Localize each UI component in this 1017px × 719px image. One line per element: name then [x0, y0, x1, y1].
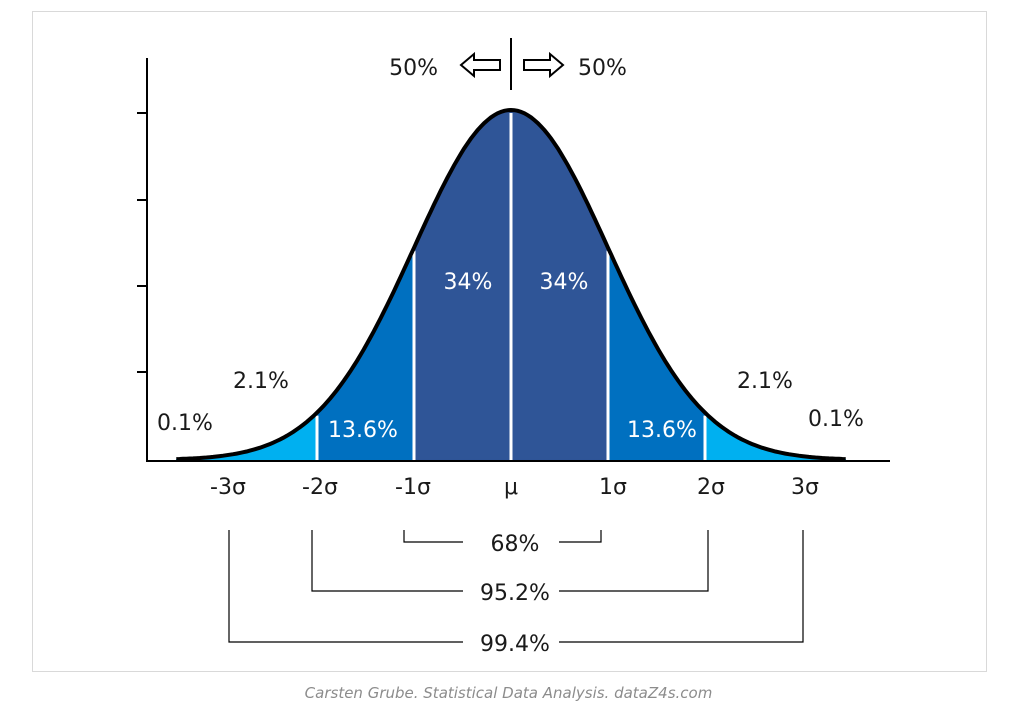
x-tick-label--2: -2σ: [302, 475, 338, 500]
range-label-0: 68%: [491, 532, 540, 557]
region-labels: 0.1% 2.1% 13.6% 34% 34% 13.6% 2.1% 0.1%: [157, 270, 864, 443]
region-label-1: 2.1%: [233, 369, 289, 394]
region-label-2: 13.6%: [328, 418, 398, 443]
left-arrow-icon: [459, 51, 501, 79]
region-label-0: 0.1%: [157, 411, 213, 436]
range-bracket-0: 68%: [403, 530, 602, 557]
right-half-label: 50%: [578, 56, 627, 81]
range-bracket-left-1: [311, 530, 463, 592]
range-bracket-1: 95.2%: [311, 530, 709, 606]
x-tick-labels: -3σ -2σ -1σ μ 1σ 2σ 3σ: [210, 475, 819, 500]
range-bracket-left-2: [228, 530, 463, 643]
range-bracket-right-2: [559, 530, 804, 643]
range-bracket-right-1: [559, 530, 709, 592]
region-label-4: 34%: [540, 270, 589, 295]
region-label-5: 13.6%: [627, 418, 697, 443]
dividers-layer: [315, 113, 707, 460]
y-ticks: [137, 112, 147, 373]
source-caption: Carsten Grube. Statistical Data Analysis…: [304, 684, 713, 702]
range-bracket-2: 99.4%: [228, 530, 804, 657]
range-label-2: 99.4%: [480, 632, 550, 657]
range-label-1: 95.2%: [480, 581, 550, 606]
region-label-7: 0.1%: [808, 407, 864, 432]
x-tick-label-3: 3σ: [791, 475, 819, 500]
x-tick-label--1: -1σ: [395, 475, 431, 500]
range-bracket-left-0: [403, 530, 463, 543]
range-brackets: 68% 95.2% 99.4%: [228, 530, 804, 657]
x-tick-label-2: 2σ: [697, 475, 725, 500]
range-bracket-right-0: [559, 530, 602, 543]
x-tick-label-0: μ: [504, 475, 518, 500]
region-label-6: 2.1%: [737, 369, 793, 394]
region-label-3: 34%: [444, 270, 493, 295]
x-tick-label-1: 1σ: [599, 475, 627, 500]
bell-curve: [176, 107, 846, 462]
x-tick-label--3: -3σ: [210, 475, 246, 500]
right-arrow-icon: [523, 51, 565, 79]
left-half-label: 50%: [389, 56, 438, 81]
